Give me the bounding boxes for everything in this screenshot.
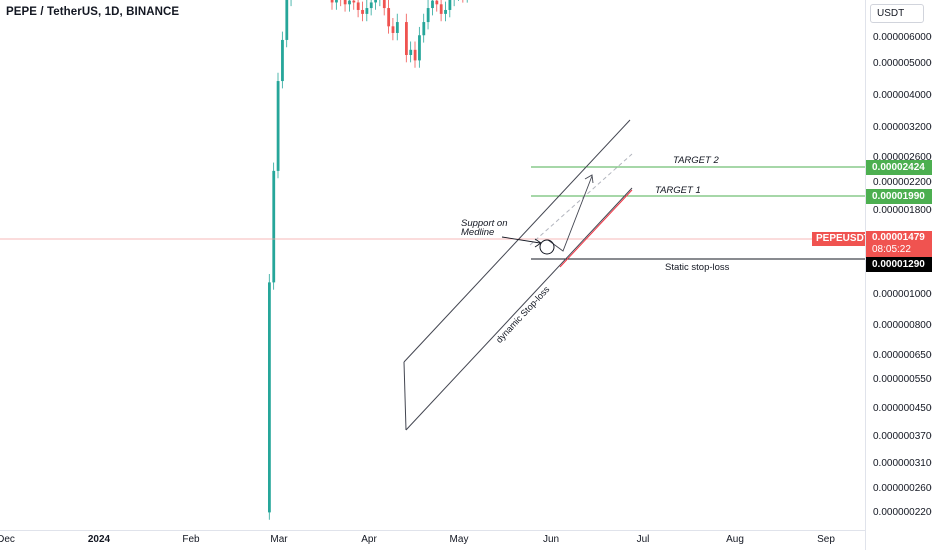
candle-body: [382, 0, 386, 9]
price-tick-label: 0.0000018000: [873, 205, 932, 216]
candle-body: [272, 170, 276, 283]
candle-body: [413, 49, 417, 61]
time-tick-label: Apr: [361, 534, 377, 545]
target1-label: TARGET 1: [655, 185, 701, 196]
channel-upper-line: [403, 119, 631, 363]
time-axis[interactable]: [0, 530, 865, 550]
candle-body: [343, 0, 347, 5]
price-tick-label: 0.0000003100: [873, 458, 932, 469]
time-tick-label: May: [449, 534, 469, 545]
candle-body: [268, 282, 271, 513]
candle-body: [422, 22, 426, 36]
dynamic-stoploss-line: [559, 189, 633, 268]
candle-body: [439, 4, 443, 14]
symbol-title[interactable]: PEPE / TetherUS, 1D, BINANCE: [6, 6, 180, 18]
chart-canvas[interactable]: [0, 0, 865, 530]
time-tick-label: Jul: [636, 534, 650, 545]
candle-body: [361, 9, 364, 14]
candle-body: [405, 22, 408, 55]
candles-group: [268, 0, 468, 520]
candle-body: [448, 0, 452, 10]
price-tick-label: 0.0000002600: [873, 483, 932, 494]
time-tick-label: 2024: [87, 534, 111, 545]
time-tick-label: Mar: [270, 534, 288, 545]
price-tick-label: 0.0000003700: [873, 431, 932, 442]
stoploss-price-badge: 0.00001290: [866, 257, 932, 272]
candle-body: [330, 0, 334, 3]
chart-pane[interactable]: PEPE / TetherUS, 1D, BINANCE TARGET 2 TA…: [0, 0, 865, 530]
candle-body: [431, 0, 434, 9]
candle-body: [374, 0, 377, 3]
time-tick-label: Dec: [0, 534, 15, 545]
channel-left-edge: [403, 361, 407, 431]
channel-median-dash: [529, 153, 633, 246]
price-tick-label: 0.0000026000: [873, 152, 932, 163]
static-stoploss-label: Static stop-loss: [665, 262, 730, 273]
support-arrow-line: [501, 236, 541, 244]
price-tick-label: 0.0000060000: [873, 32, 932, 43]
candle-body: [281, 39, 284, 82]
time-tick-label: Jun: [542, 534, 560, 545]
price-tick-label: 0.0000050000: [873, 58, 932, 69]
price-tick-label: 0.0000002200: [873, 507, 932, 518]
support-label-line2: Medline: [461, 227, 495, 238]
time-tick-label: Sep: [817, 534, 835, 545]
target1-price-badge: 0.00001990: [866, 189, 932, 204]
target2-label: TARGET 2: [673, 155, 719, 166]
support-label-line1: Support on: [461, 218, 508, 229]
target2-price-badge: 0.00002424: [866, 160, 932, 175]
candle-body: [444, 9, 447, 14]
candle-body: [369, 2, 373, 9]
candle-body: [409, 49, 413, 55]
candle-body: [418, 35, 421, 61]
candle-body: [335, 0, 338, 3]
candle-body: [352, 0, 356, 3]
candle-body: [395, 22, 399, 33]
candle-body: [285, 0, 289, 40]
price-tick-label: 0.0000004500: [873, 403, 932, 414]
symbol-price-tag: PEPEUSDT: [812, 232, 865, 246]
candle-body: [391, 26, 395, 33]
price-tick-label: 0.0000040000: [873, 90, 932, 101]
price-tick-label: 0.0000032000: [873, 122, 932, 133]
candle-body: [387, 8, 391, 27]
price-tick-label: 0.0000010000: [873, 289, 932, 300]
candle-body: [426, 8, 430, 23]
price-axis[interactable]: [865, 0, 932, 550]
projection-arrowhead: [584, 174, 594, 184]
currency-selector[interactable]: USDT: [870, 4, 924, 23]
current-price-badge: 0.00001479 08:05:22: [866, 231, 932, 257]
time-tick-label: Aug: [726, 534, 744, 545]
time-tick-label: Feb: [182, 534, 200, 545]
price-tick-label: 0.0000022000: [873, 177, 932, 188]
price-tick-label: 0.0000005500: [873, 374, 932, 385]
candle-body: [276, 81, 280, 171]
candle-body: [435, 0, 439, 5]
price-tick-label: 0.0000006500: [873, 350, 932, 361]
price-tick-label: 0.0000008000: [873, 320, 932, 331]
candle-body: [348, 0, 351, 5]
countdown-timer: 08:05:22: [872, 244, 911, 255]
candle-body: [365, 8, 369, 14]
channel-lower-line: [405, 187, 633, 431]
support-circle: [539, 239, 555, 255]
candle-body: [356, 2, 360, 10]
current-price-value: 0.00001479: [872, 232, 925, 243]
